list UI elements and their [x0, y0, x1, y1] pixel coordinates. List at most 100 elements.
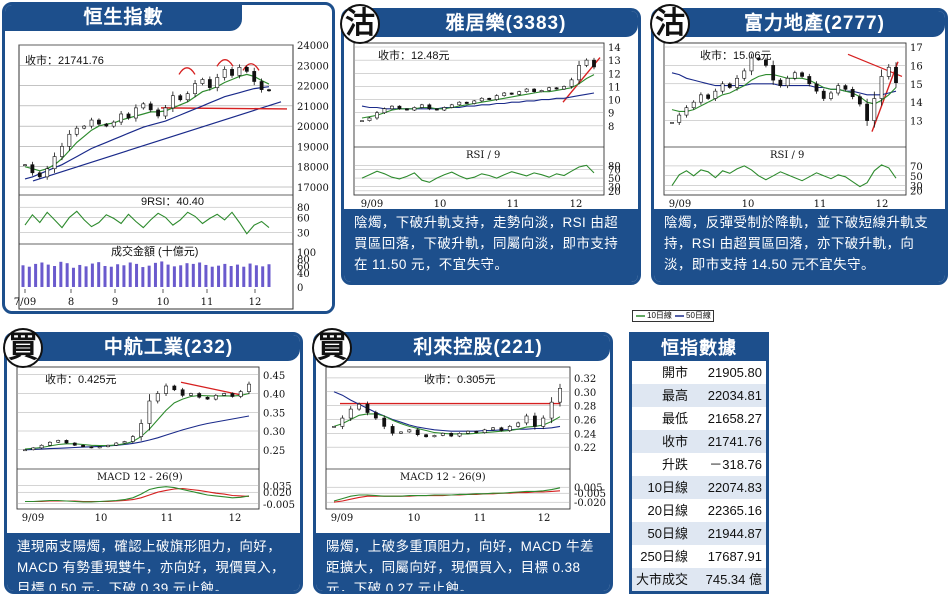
hsi-volume-bar: [210, 266, 214, 287]
stats-row: 50日線 21944.87: [632, 522, 766, 545]
fuli-candle: [677, 114, 682, 123]
stats-value: 22365.16: [707, 503, 762, 518]
hsi-volume-tick: 40: [297, 269, 310, 280]
yixin-ytick-label: 12: [608, 69, 621, 80]
hsi-month-label: 10: [157, 297, 170, 308]
lilai-candle: [491, 427, 495, 431]
legend-ma50-label: 50日線: [686, 311, 711, 320]
buy-stamp-lilai: 買: [312, 328, 352, 368]
yixin-candle: [577, 65, 581, 81]
hsi-trendline: [32, 101, 282, 182]
stats-row: 最低 21658.27: [632, 407, 766, 430]
fuli-sub-tick: 50: [910, 172, 923, 183]
hsi-volume-bar: [166, 264, 170, 287]
hsi-candle: [170, 95, 175, 109]
lilai-candle: [373, 412, 378, 419]
lilai-title: 利來控股(221): [346, 335, 610, 361]
hsi-volume-bar: [71, 267, 75, 287]
zhonghang-candle: [180, 389, 185, 396]
lilai-sub-tick: 0.005: [574, 483, 603, 494]
hsi-month-label: 7/09: [14, 297, 36, 308]
hsi-ytick-label: 22000: [297, 82, 329, 93]
zhonghang-chart-svg: 0.25 0.30 0.35 0.40 0.45 收市：0.425元 MACD 12 - 2…: [16, 366, 295, 524]
lilai-candle: [365, 403, 370, 413]
hsi-volume-bar: [78, 264, 82, 287]
zhonghang-candle: [130, 436, 135, 442]
zhonghang-candle: [155, 393, 160, 402]
hsi-volume-bar: [103, 266, 107, 287]
zhonghang-ma10-line: [24, 392, 250, 450]
hsi-candle: [104, 123, 109, 127]
stats-value: 21944.87: [707, 526, 762, 541]
fuli-title: 富力地產(2777): [684, 11, 945, 37]
hsi-volume-bar: [267, 264, 271, 287]
lilai-candle: [449, 433, 454, 437]
yixin-candle: [502, 92, 507, 96]
yixin-month-label: 10: [434, 199, 447, 209]
fuli-sub-tick: 70: [910, 162, 923, 173]
zhonghang-frame: [16, 366, 260, 510]
hsi-candle: [89, 119, 94, 127]
yixin-ytick-label: 8: [608, 122, 614, 133]
yixin-candle: [382, 108, 387, 114]
yixin-candle: [375, 112, 379, 119]
stats-row: 開市 21905.80: [632, 361, 766, 384]
fuli-candle: [691, 101, 696, 109]
zhonghang-chart: 0.25 0.30 0.35 0.40 0.45 收市：0.425元 MACD 12 - 2…: [11, 365, 300, 533]
hsi-candle: [207, 79, 212, 88]
fuli-month-label: 9/09: [669, 199, 691, 209]
hsi-candle: [119, 113, 124, 123]
hsi-ytick-label: 23000: [297, 61, 329, 72]
zhonghang-candle: [47, 441, 52, 446]
lilai-chart: 0.22 0.24 0.26 0.28 0.30 0.32 收市：0.305元 MACD 12…: [320, 365, 610, 533]
zhonghang-candle: [230, 393, 235, 397]
lilai-ytick-label: 0.28: [574, 402, 596, 413]
lilai-macd-signal-line: [333, 490, 561, 503]
lilai-ma50-line: [333, 391, 561, 432]
hsi-volume-bar: [179, 265, 183, 287]
hsi-volume-bar: [172, 266, 176, 287]
hsi-rsi-line: [24, 210, 270, 235]
fuli-sub-tick: 30: [910, 182, 923, 193]
lilai-ma10-line: [333, 413, 561, 435]
hsi-volume-bar: [65, 263, 69, 287]
lilai-ytick-label: 0.22: [574, 443, 596, 454]
hsi-volume-bar: [46, 264, 50, 287]
fuli-panel: 富力地產(2777) 13 14 15 16 17 收市：15.06元 RSI / 9 20 3…: [651, 8, 948, 285]
fuli-candle: [778, 79, 783, 86]
zhonghang-candle: [122, 441, 127, 444]
yixin-rsi-line: [361, 164, 595, 183]
hsi-ma50-line: [24, 86, 270, 180]
hsi-ytick-label: 21000: [297, 102, 329, 113]
lilai-candle: [415, 429, 420, 435]
fuli-downtrend-line: [847, 53, 903, 77]
yixin-sub-tick: 20: [608, 187, 621, 198]
hsi-candle: [52, 156, 57, 170]
stats-key: 最高: [661, 388, 688, 403]
hsi-volume-tick: 100: [297, 248, 316, 259]
zhonghang-sub-label: MACD 12 - 26(9): [97, 472, 183, 483]
lilai-candle: [424, 434, 428, 438]
fuli-description: 陰燭，反彈受制於降軌，並下破短線升軌支持，RSI 由超買區回落，亦下破升軌，向淡…: [654, 209, 945, 282]
yixin-ytick-label: 14: [608, 43, 621, 54]
buy-stamp-zhonghang: 買: [3, 328, 43, 368]
zhonghang-candle: [213, 395, 218, 400]
lilai-candle: [507, 426, 512, 431]
yixin-frame: [353, 42, 605, 196]
zhonghang-close-label: 收市：0.425元: [45, 372, 117, 386]
hsi-candle: [97, 119, 101, 125]
lilai-candle: [474, 430, 479, 433]
fuli-candle: [727, 83, 732, 88]
zhonghang-month-label: 9/09: [22, 513, 44, 524]
yixin-month-label: 9/09: [361, 199, 383, 209]
zhonghang-candle: [106, 444, 110, 448]
stats-key: 收市: [661, 434, 688, 449]
hsi-candle: [37, 172, 42, 178]
yixin-sub-tick: 80: [608, 161, 621, 172]
zhonghang-candle: [205, 396, 210, 400]
fuli-candle: [894, 66, 898, 83]
hsi-panel: 恒生指數 17000 18000 19000 20000 21000 22000 23000…: [2, 2, 335, 314]
zhonghang-sub-tick: -0.005: [263, 500, 295, 511]
hsi-month-label: 8: [68, 297, 74, 308]
yixin-title: 雅居樂(3383): [374, 11, 638, 37]
